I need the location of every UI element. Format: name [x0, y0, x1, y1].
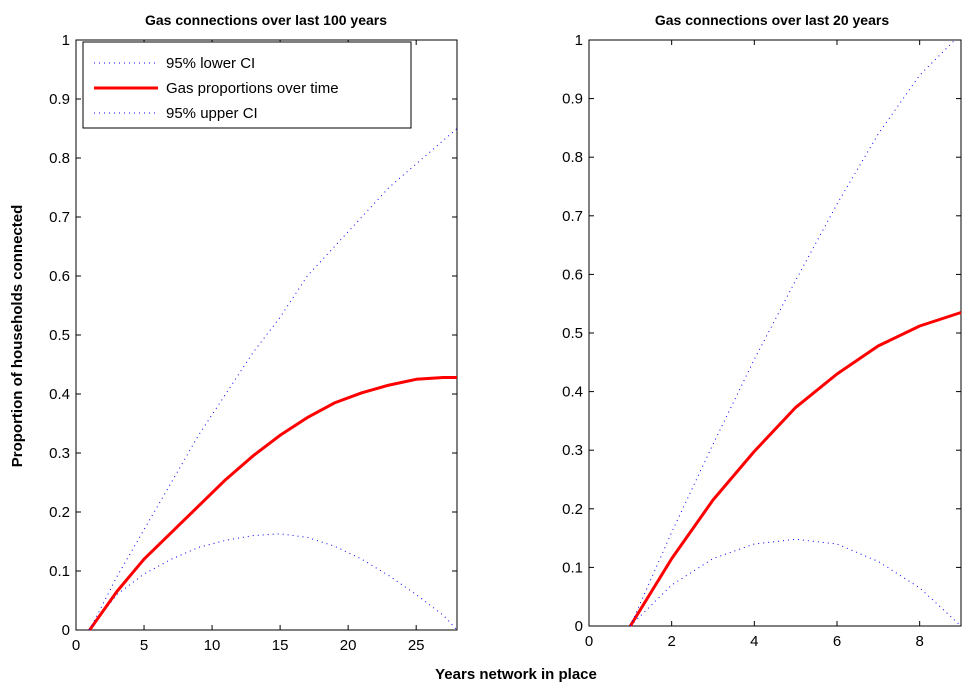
right-y-tick-label: 1 — [575, 32, 583, 49]
left-series-proportion — [88, 376, 457, 631]
left-x-tick-label: 10 — [204, 637, 221, 654]
right-plot-area: 0 0.1 0.2 0.3 0.4 0.5 0.6 0.7 0.8 0.9 1 0 2 4 6 8 — [562, 32, 962, 650]
left-x-tick-label: 15 — [272, 637, 289, 654]
legend-label-lower-ci: 95% lower CI — [166, 55, 255, 72]
left-y-tick-label: 0.5 — [49, 327, 70, 344]
left-chart-title: Gas connections over last 100 years — [145, 12, 387, 28]
right-x-tick-label: 8 — [915, 633, 923, 650]
left-y-tick-label: 0 — [62, 622, 70, 639]
right-chart-title: Gas connections over last 20 years — [655, 12, 889, 28]
legend-label-proportion: Gas proportions over time — [166, 80, 339, 97]
right-y-tick-label: 0.6 — [562, 266, 583, 283]
left-x-tick-label: 20 — [340, 637, 357, 654]
right-y-tick-label: 0.8 — [562, 149, 583, 166]
left-y-tick-label: 1 — [62, 32, 70, 49]
right-y-tick-label: 0.2 — [562, 501, 583, 518]
right-y-tick-label: 0.7 — [562, 208, 583, 225]
right-series-proportion — [629, 311, 962, 627]
legend-box — [82, 41, 412, 129]
left-series-upper-ci — [89, 128, 458, 631]
y-axis-label: Proportion of households connected — [9, 205, 26, 468]
left-y-tick-label: 0.3 — [49, 445, 70, 462]
left-y-tick-label: 0.8 — [49, 150, 70, 167]
right-x-tick-label: 6 — [833, 633, 841, 650]
left-y-tick-label: 0.4 — [49, 386, 70, 403]
left-x-tick-label: 25 — [408, 637, 425, 654]
left-panel: Gas connections over last 100 years 0 0.1… — [49, 12, 458, 654]
x-axis-label: Years network in place — [435, 666, 597, 683]
right-panel: Gas connections over last 20 years 00.10… — [562, 12, 962, 650]
left-y-tick-label: 0.6 — [49, 268, 70, 285]
legend-label-upper-ci: 95% upper CI — [166, 105, 258, 122]
left-plot-area: 00.10.20.30.40.50.60.70.80.910 5 10 15 20 25 — [49, 32, 458, 654]
left-x-tick-label: 0 — [72, 637, 80, 654]
right-x-tick-label: 4 — [750, 633, 758, 650]
right-y-tick-label: 0 — [575, 618, 583, 635]
right-y-tick-label: 0.5 — [562, 325, 583, 342]
left-y-tick-label: 0.7 — [49, 209, 70, 226]
left-y-tick-label: 0.1 — [49, 563, 70, 580]
right-y-tick-label: 0.3 — [562, 442, 583, 459]
right-y-tick-label: 0.4 — [562, 384, 583, 401]
left-x-tick-label: 5 — [140, 637, 148, 654]
right-x-tick-label: 0 — [585, 633, 593, 650]
right-y-tick-label: 0.9 — [562, 91, 583, 108]
left-y-tick-label: 0.9 — [49, 91, 70, 108]
right-x-tick-label: 2 — [667, 633, 675, 650]
left-y-tick-label: 0.2 — [49, 504, 70, 521]
legend: 95% lower CI Gas proportions over time 9… — [82, 41, 412, 129]
right-y-tick-label: 0.1 — [562, 559, 583, 576]
